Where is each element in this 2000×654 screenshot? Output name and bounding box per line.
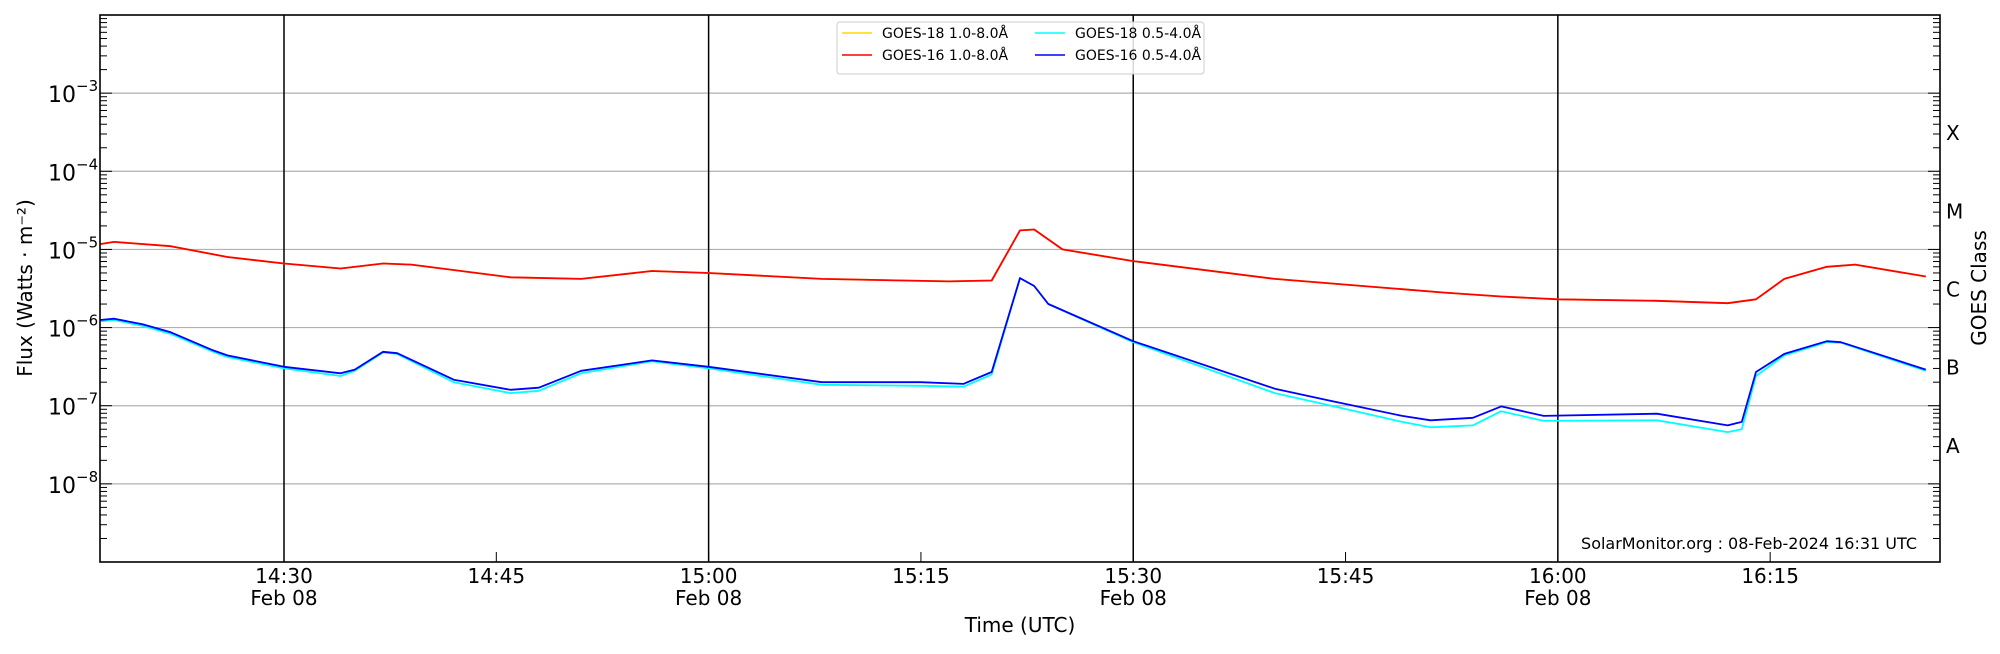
goes-class-label: A [1946, 434, 1960, 458]
x-tick-label: 15:30 [1104, 564, 1162, 588]
y-tick-label: 10−4 [48, 155, 98, 186]
day-vertical-lines [283, 15, 1559, 562]
y-axis-right-label: GOES Class [1967, 230, 1991, 346]
y-tick-base: 10 [48, 396, 76, 421]
goes-class-labels: X M C B A [1946, 121, 1963, 458]
legend-label: GOES-16 0.5-4.0Å [1075, 47, 1201, 64]
y-tick-exponent: −4 [76, 155, 98, 173]
y-tick-label: 10−6 [48, 312, 98, 343]
y-tick-base: 10 [48, 474, 76, 499]
x-tick-label: 14:45 [467, 564, 525, 588]
legend: GOES-18 1.0-8.0Å GOES-16 1.0-8.0Å GOES-18 … [836, 21, 1205, 75]
goes-class-label: B [1946, 356, 1960, 380]
grid-lines [100, 92, 1940, 485]
source-annotation: SolarMonitor.org : 08-Feb-2024 16:31 UTC [1581, 534, 1917, 553]
y-tick-label: 10−8 [48, 468, 98, 499]
y-tick-label: 10−3 [48, 77, 98, 108]
legend-label: GOES-18 0.5-4.0Å [1075, 25, 1201, 42]
x-tick-date: Feb 08 [1100, 586, 1167, 610]
y-tick-exponent: −7 [76, 390, 98, 408]
y-tick-exponent: −8 [76, 468, 98, 486]
x-tick-date: Feb 08 [675, 586, 742, 610]
legend-label: GOES-16 1.0-8.0Å [882, 47, 1008, 64]
y-tick-base: 10 [48, 161, 76, 186]
x-tick-date: Feb 08 [250, 586, 317, 610]
goes-class-label: C [1946, 278, 1960, 302]
x-tick-label: 16:15 [1741, 564, 1799, 588]
x-tick-label: 14:30 [255, 564, 313, 588]
x-tick-label: 15:45 [1317, 564, 1375, 588]
goes-class-label: X [1946, 121, 1960, 145]
y-tick-exponent: −6 [76, 312, 98, 330]
legend-box [836, 21, 1205, 75]
series-line-goes-16-0-5-4-0- [99, 277, 1927, 427]
legend-label: GOES-18 1.0-8.0Å [882, 25, 1008, 42]
x-tick-date: Feb 08 [1524, 586, 1591, 610]
y-tick-base: 10 [48, 318, 76, 343]
series-line-goes-18-1-0-8-0- [99, 228, 1926, 305]
y-tick-label: 10−5 [48, 233, 98, 264]
y-tick-base: 10 [48, 239, 76, 264]
x-tick-label: 16:00 [1529, 564, 1587, 588]
plot-frame [99, 14, 1941, 563]
y-axis-label: Flux (Watts · m⁻²) [13, 199, 37, 377]
x-tick-label: 15:00 [680, 564, 738, 588]
x-axis-label: Time (UTC) [964, 613, 1076, 637]
x-tick-label: 15:15 [892, 564, 950, 588]
series-line-goes-16-1-0-8-0- [99, 228, 1926, 305]
goes-class-label: M [1946, 199, 1963, 223]
y-tick-exponent: −5 [76, 233, 98, 251]
y-tick-exponent: −3 [76, 77, 98, 95]
y-tick-label: 10−7 [48, 390, 98, 421]
y-axis-ticks: 10−810−710−610−510−410−3 [48, 14, 1940, 563]
y-tick-base: 10 [48, 83, 76, 108]
series-line-goes-18-0-5-4-0- [99, 277, 1927, 434]
series-lines [99, 228, 1927, 434]
